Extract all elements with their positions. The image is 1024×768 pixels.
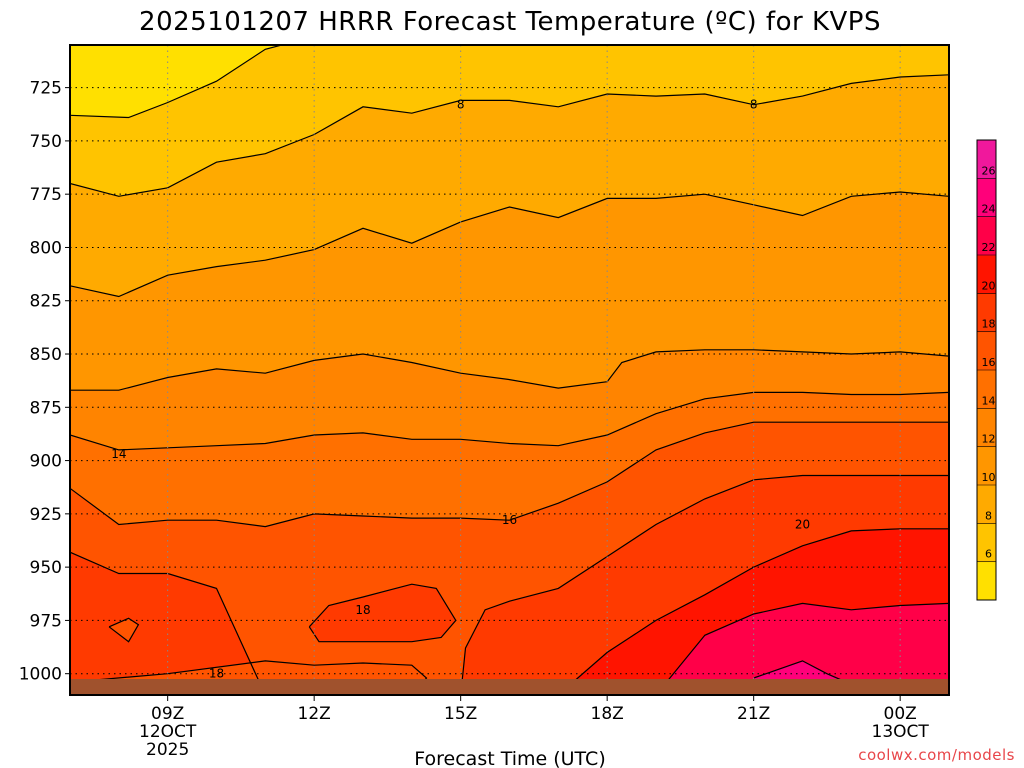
y-tick-label: 825	[30, 292, 62, 312]
grid-lines	[70, 45, 949, 695]
y-tick-label: 925	[30, 505, 62, 525]
colorbar-swatch	[977, 331, 996, 371]
contour-line	[655, 602, 949, 695]
colorbar-tick-label: 22	[982, 241, 996, 254]
ground-surface	[70, 679, 949, 695]
colorbar-swatch	[977, 255, 996, 294]
chart-title: 2025101207 HRRR Forecast Temperature (ºC…	[139, 7, 881, 37]
plot-frame	[69, 44, 950, 696]
contour-labels: 8 8 14 16 20 18 18	[111, 98, 810, 681]
colorbar-tick-label: 24	[982, 203, 996, 216]
contour-label: 18	[355, 603, 370, 617]
contour-line	[460, 474, 949, 695]
y-tick-label: 850	[30, 345, 62, 365]
colorbar-swatch	[977, 370, 996, 409]
colorbar-swatch	[977, 216, 996, 256]
contour-line	[70, 349, 949, 391]
colorbar-swatch	[977, 140, 996, 179]
x-tick-label: 18Z	[591, 704, 624, 724]
contour-line	[70, 660, 428, 695]
contour-line	[70, 421, 949, 528]
colorbar-swatch	[977, 293, 996, 333]
contour-line	[70, 551, 266, 695]
y-tick-label: 725	[30, 79, 62, 99]
contour-label: 8	[750, 98, 758, 112]
contour-line	[70, 74, 949, 197]
colorbar-tick-label: 8	[985, 509, 992, 522]
colorbar-swatch	[977, 178, 996, 218]
x-tick-label: 15Z	[444, 704, 477, 724]
y-tick-label: 900	[30, 452, 62, 472]
y-tick-label: 1000	[19, 665, 62, 685]
contour-line	[70, 391, 949, 451]
colorbar-swatch	[977, 561, 996, 601]
x-tick-label: 21Z	[737, 704, 770, 724]
colorbar-swatch	[977, 408, 996, 448]
credit-text: coolwx.com/models	[858, 746, 1015, 764]
x-tick-sublabel: 12OCT	[139, 722, 197, 742]
x-tick-label: 00Z	[884, 704, 917, 724]
colorbar-tick-label: 12	[982, 433, 996, 446]
contour-line	[557, 528, 949, 695]
x-tick-label: 12Z	[298, 704, 331, 724]
y-tick-label: 975	[30, 611, 62, 631]
x-tick-sublabel: 2025	[146, 740, 189, 760]
colorbar-tick-label: 16	[982, 356, 996, 369]
contour-line	[108, 617, 140, 643]
band-6-8	[70, 45, 282, 118]
band-24-26	[656, 603, 949, 695]
contour-label: 18	[209, 667, 224, 681]
colorbar-swatch	[977, 485, 996, 524]
contour-lines	[70, 45, 949, 695]
y-tick-label: 875	[30, 398, 62, 418]
colorbar: 6 8 10 12 14 16 18 20 22 24 26	[976, 139, 997, 601]
y-tick-label: 800	[30, 238, 62, 258]
colorbar-tick-label: 6	[985, 548, 992, 561]
contour-label: 14	[111, 447, 126, 461]
warm-island-18	[309, 584, 456, 642]
colorbar-tick-label: 10	[982, 471, 996, 484]
contour-line	[70, 45, 285, 119]
colorbar-tick-label: 18	[982, 318, 996, 331]
y-tick-label: 750	[30, 132, 62, 152]
contour-line	[70, 191, 949, 298]
x-axis-label: Forecast Time (UTC)	[414, 748, 605, 768]
colorbar-swatch	[977, 523, 996, 563]
contour-label: 16	[502, 513, 517, 527]
colorbar-tick-label: 20	[982, 279, 996, 292]
colorbar-tick-label: 26	[982, 164, 996, 177]
y-axis: 725 750 775 800 825 850 875 900 925 950 975 1000	[19, 79, 70, 685]
contour-label: 8	[457, 98, 465, 112]
contour-line	[308, 583, 457, 643]
colorbar-tick-label: 14	[982, 394, 996, 407]
colorbar-swatch	[977, 446, 996, 486]
y-tick-label: 775	[30, 185, 62, 205]
contour-label: 20	[795, 518, 810, 532]
y-tick-label: 950	[30, 558, 62, 578]
x-tick-label: 09Z	[151, 704, 184, 724]
x-tick-sublabel: 13OCT	[872, 722, 930, 742]
